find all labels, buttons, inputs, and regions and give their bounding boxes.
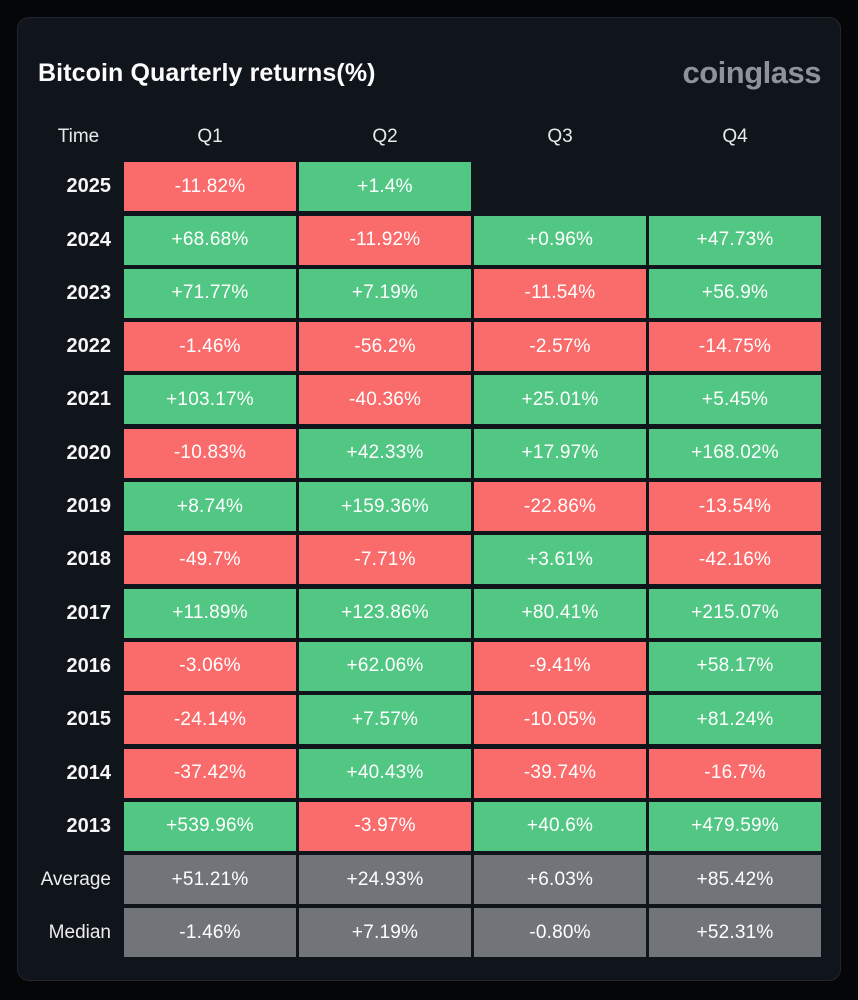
return-cell: -1.46% — [124, 322, 296, 372]
return-cell: +5.45% — [649, 375, 821, 425]
return-cell: -37.42% — [124, 748, 296, 798]
return-cell: +103.17% — [124, 375, 296, 425]
return-cell: -1.46% — [124, 908, 296, 958]
return-cell: +51.21% — [124, 855, 296, 905]
return-cell: +11.89% — [124, 588, 296, 638]
return-cell: -7.71% — [299, 535, 471, 585]
column-header-q2: Q2 — [372, 126, 398, 147]
row-label-2018: 2018 — [66, 548, 112, 571]
return-cell: -2.57% — [474, 322, 646, 372]
return-cell: +215.07% — [649, 588, 821, 638]
column-header-q3: Q3 — [547, 126, 573, 147]
row-label-2021: 2021 — [66, 388, 112, 411]
return-cell: -3.97% — [299, 801, 471, 851]
return-cell: +7.19% — [299, 268, 471, 318]
return-cell: -49.7% — [124, 535, 296, 585]
empty-cell — [474, 162, 646, 211]
return-cell: -11.54% — [474, 268, 646, 318]
row-label-2015: 2015 — [66, 708, 112, 731]
return-cell: +539.96% — [124, 801, 296, 851]
return-cell: +25.01% — [474, 375, 646, 425]
return-cell: +0.96% — [474, 215, 646, 265]
return-cell: +71.77% — [124, 268, 296, 318]
row-label-2024: 2024 — [66, 228, 112, 251]
return-cell: -39.74% — [474, 748, 646, 798]
row-label-average: Average — [40, 868, 111, 890]
return-cell: -56.2% — [299, 322, 471, 372]
column-header-q4: Q4 — [722, 126, 748, 147]
return-cell: +81.24% — [649, 695, 821, 745]
row-label-2025: 2025 — [66, 175, 112, 198]
row-label-2023: 2023 — [66, 281, 112, 304]
return-cell: -11.82% — [124, 162, 296, 212]
return-cell: -10.83% — [124, 428, 296, 478]
return-cell: +24.93% — [299, 855, 471, 905]
return-cell: +1.4% — [299, 162, 471, 212]
row-label-2014: 2014 — [66, 761, 112, 784]
return-cell: +68.68% — [124, 215, 296, 265]
return-cell: -13.54% — [649, 482, 821, 532]
return-cell: -9.41% — [474, 641, 646, 691]
return-cell: -24.14% — [124, 695, 296, 745]
return-cell: +85.42% — [649, 855, 821, 905]
return-cell: -22.86% — [474, 482, 646, 532]
return-cell: +7.19% — [299, 908, 471, 958]
return-cell: -10.05% — [474, 695, 646, 745]
return-cell: +479.59% — [649, 801, 821, 851]
return-cell: -14.75% — [649, 322, 821, 372]
return-cell: -40.36% — [299, 375, 471, 425]
return-cell: +42.33% — [299, 428, 471, 478]
row-label-2017: 2017 — [66, 601, 112, 624]
return-cell: -11.92% — [299, 215, 471, 265]
return-cell: +56.9% — [649, 268, 821, 318]
return-cell: +80.41% — [474, 588, 646, 638]
return-cell: +159.36% — [299, 482, 471, 532]
column-header-q1: Q1 — [197, 126, 223, 147]
return-cell: +168.02% — [649, 428, 821, 478]
return-cell: -0.80% — [474, 908, 646, 958]
return-cell: +40.43% — [299, 748, 471, 798]
row-label-2020: 2020 — [66, 441, 112, 464]
return-cell: +8.74% — [124, 482, 296, 532]
return-cell: +40.6% — [474, 801, 646, 851]
row-label-2013: 2013 — [66, 814, 112, 837]
row-label-2016: 2016 — [66, 654, 112, 677]
returns-grid: Time Q1 Q2 Q3 Q4 2025 -11.82% +1.4% 2024 +68.68% -… — [36, 116, 821, 958]
return-cell: +123.86% — [299, 588, 471, 638]
return-cell: +47.73% — [649, 215, 821, 265]
return-cell: -42.16% — [649, 535, 821, 585]
return-cell: +62.06% — [299, 641, 471, 691]
return-cell: +17.97% — [474, 428, 646, 478]
return-cell: +3.61% — [474, 535, 646, 585]
return-cell: -3.06% — [124, 641, 296, 691]
column-header-time: Time — [57, 126, 100, 147]
return-cell: +58.17% — [649, 641, 821, 691]
page-title: Bitcoin Quarterly returns(%) — [38, 58, 376, 87]
row-label-2019: 2019 — [66, 495, 112, 518]
return-cell: +7.57% — [299, 695, 471, 745]
return-cell: -16.7% — [649, 748, 821, 798]
row-label-2022: 2022 — [66, 335, 112, 358]
return-cell: +6.03% — [474, 855, 646, 905]
coinglass-logo: coinglass — [682, 55, 822, 90]
empty-cell — [649, 162, 821, 211]
return-cell: +52.31% — [649, 908, 821, 958]
row-label-median: Median — [48, 921, 111, 943]
card-header: Bitcoin Quarterly returns(%) coinglass — [38, 55, 822, 90]
quarterly-returns-card: Bitcoin Quarterly returns(%) coinglass T… — [17, 17, 841, 981]
